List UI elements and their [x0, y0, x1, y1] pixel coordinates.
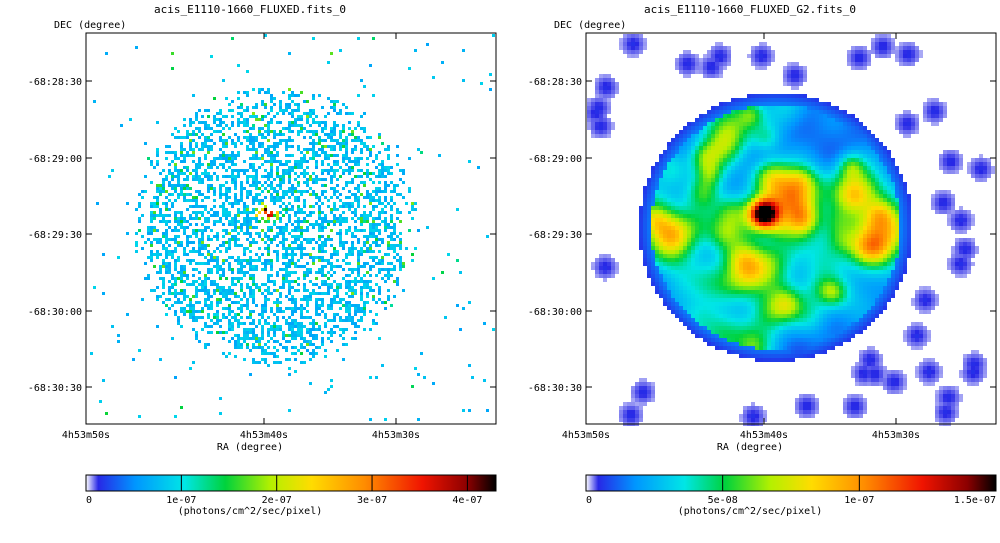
colorbar-label: (photons/cm^2/sec/pixel): [177, 506, 323, 517]
x-axis-label: RA (degree): [716, 442, 784, 453]
x-tick-label: 4h53m50s: [62, 430, 110, 441]
x-axis-label: RA (degree): [216, 442, 284, 453]
colorbar-tick-label: 1e-07: [844, 495, 874, 506]
left-panel: acis_E1110-1660_FLUXED.fits_0 DEC (degre…: [28, 3, 497, 517]
y-tick-label: -68:30:00: [528, 307, 582, 318]
colorbar-tick-label: 0: [86, 495, 92, 506]
colorbar-tick-label: 3e-07: [357, 495, 387, 506]
colorbar-tick-label: 0: [586, 495, 592, 506]
colorbar-tick-label: 4e-07: [452, 495, 482, 506]
x-tick-label: 4h53m50s: [562, 430, 610, 441]
y-tick-label: -68:30:30: [28, 383, 82, 394]
plot-frame: [585, 32, 997, 425]
y-axis-label: DEC (degree): [54, 20, 127, 31]
x-tick-label: 4h53m30s: [872, 430, 920, 441]
smoothed-image-plot: -68:28:30 -68:29:00 -68:29:30 -68:30:00 -68:…: [528, 32, 997, 506]
y-tick-label: -68:28:30: [528, 77, 582, 88]
y-tick-label: -68:30:30: [528, 383, 582, 394]
y-tick-label: -68:29:00: [28, 154, 82, 165]
colorbar-tick-label: 5e-08: [708, 495, 738, 506]
colorbar-tick-label: 2e-07: [262, 495, 292, 506]
fluxed-image-plot: -68:28:30 -68:29:00 -68:29:30 -68:30:00 -68:…: [28, 32, 497, 506]
plot-frame: [85, 32, 497, 425]
heatmap-pixels: [587, 34, 995, 426]
x-tick-label: 4h53m40s: [240, 430, 288, 441]
x-tick-label: 4h53m30s: [372, 430, 420, 441]
colorbar: [85, 474, 497, 492]
y-tick-label: -68:29:00: [528, 154, 582, 165]
y-tick-label: -68:29:30: [28, 230, 82, 241]
chart-title: acis_E1110-1660_FLUXED.fits_0: [153, 3, 347, 16]
y-tick-label: -68:30:00: [28, 307, 82, 318]
right-panel: acis_E1110-1660_FLUXED_G2.fits_0 DEC (de…: [500, 0, 1000, 543]
x-tick-label: 4h53m40s: [740, 430, 788, 441]
y-tick-label: -68:28:30: [28, 77, 82, 88]
colorbar-tick-label: 1e-07: [166, 495, 196, 506]
chart-title: acis_E1110-1660_FLUXED_G2.fits_0: [644, 3, 856, 16]
heatmap-pixels: [90, 34, 495, 421]
colorbar: [585, 474, 997, 492]
y-axis-label: DEC (degree): [554, 20, 627, 31]
colorbar-label: (photons/cm^2/sec/pixel): [677, 506, 823, 517]
colorbar-tick-label: 1.5e-07: [954, 495, 996, 506]
y-tick-label: -68:29:30: [528, 230, 582, 241]
